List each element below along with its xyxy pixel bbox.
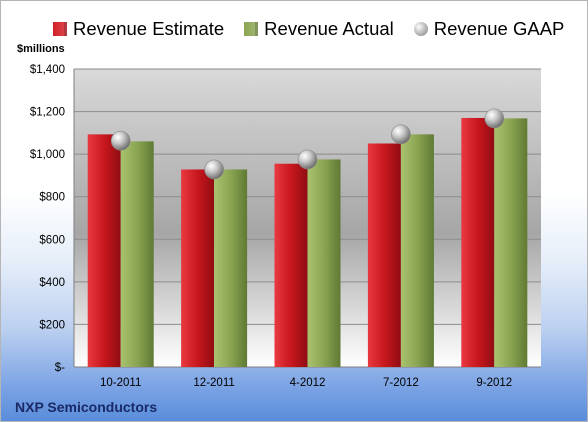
legend-item-estimate: Revenue Estimate (53, 18, 224, 40)
bar-revenue-actual (494, 118, 528, 367)
unit-label: $millions (17, 43, 65, 55)
y-tick-label: $400 (39, 277, 65, 289)
bar-revenue-estimate (461, 117, 495, 367)
marker-revenue-gaap (204, 159, 224, 180)
x-tick-label: 12-2011 (193, 377, 234, 389)
marker-revenue-gaap (110, 130, 131, 151)
marker-revenue-gaap (297, 149, 318, 170)
bar-revenue-estimate (367, 143, 401, 367)
y-tick-label: $600 (39, 234, 65, 246)
y-tick-label: $1,200 (30, 107, 65, 119)
legend-swatch-gaap (413, 22, 428, 36)
legend-item-gaap: Revenue GAAP (413, 18, 565, 40)
legend-item-actual: Revenue Actual (244, 18, 394, 40)
y-tick-label: $200 (39, 319, 65, 331)
x-tick-label: 7-2012 (383, 377, 419, 389)
legend: Revenue Estimate Revenue Actual Revenue … (53, 15, 584, 43)
legend-label-gaap: Revenue GAAP (433, 18, 565, 39)
y-tick-label: $800 (39, 192, 65, 204)
bar-revenue-estimate (181, 169, 215, 367)
x-tick-label: 9-2012 (476, 377, 512, 389)
company-name: NXP Semiconductors (15, 399, 158, 415)
legend-swatch-actual (244, 22, 259, 36)
bar-revenue-actual (214, 169, 248, 367)
bar-revenue-actual (400, 134, 434, 367)
legend-label-estimate: Revenue Estimate (73, 18, 225, 39)
marker-revenue-gaap (391, 124, 411, 145)
y-tick-label: $- (55, 362, 65, 374)
y-tick-label: $1,400 (30, 64, 65, 76)
bar-revenue-actual (307, 159, 341, 367)
y-tick-label: $1,000 (30, 149, 65, 161)
legend-label-actual: Revenue Actual (264, 18, 394, 39)
bar-revenue-estimate (274, 163, 308, 367)
x-tick-label: 10-2011 (100, 377, 141, 389)
legend-swatch-estimate (53, 22, 67, 36)
bar-revenue-actual (120, 141, 154, 367)
marker-revenue-gaap (484, 108, 505, 129)
bar-revenue-estimate (87, 134, 121, 367)
x-tick-label: 4-2012 (290, 377, 326, 389)
